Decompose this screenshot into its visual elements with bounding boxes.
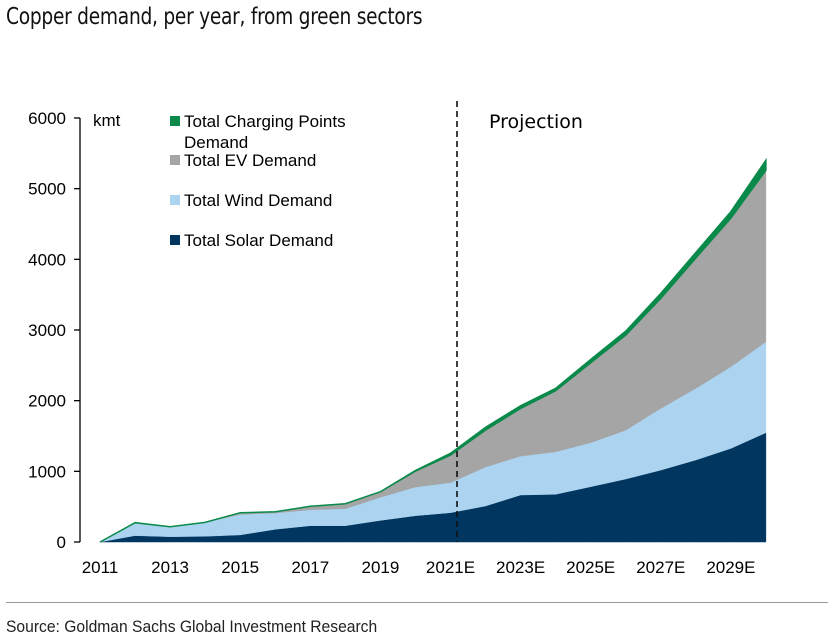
legend-item: Total Charging Points Demand [170, 112, 346, 152]
x-tick-label: 2011 [82, 558, 119, 577]
y-tick-label: 2000 [28, 392, 66, 411]
legend-swatch [170, 195, 180, 205]
legend-label: Total Wind Demand [184, 191, 332, 210]
y-tick-label: 0 [57, 533, 66, 552]
source-note: Source: Goldman Sachs Global Investment … [6, 617, 378, 636]
x-tick-label: 2017 [291, 558, 329, 577]
x-tick-label: 2013 [151, 558, 189, 577]
area-layer [99, 157, 767, 543]
divider [6, 602, 828, 603]
legend-item: Total EV Demand [170, 151, 316, 170]
x-tick-label: 2019 [361, 558, 399, 577]
y-tick-label: 5000 [28, 180, 66, 199]
legend-item: Total Solar Demand [170, 231, 333, 250]
x-tick-label: 2025E [566, 558, 615, 577]
legend-item: Total Wind Demand [170, 191, 332, 210]
y-tick-label: 1000 [28, 462, 66, 481]
x-tick-label: 2023E [496, 558, 545, 577]
legend-swatch [170, 116, 180, 126]
y-tick-label: 6000 [28, 109, 66, 128]
legend-label: Total Solar Demand [184, 231, 333, 250]
legend-label: Total EV Demand [184, 151, 316, 170]
y-tick-label: 3000 [28, 321, 66, 340]
projection-label: Projection [489, 111, 583, 133]
legend-swatch [170, 235, 180, 245]
chart-title: Copper demand, per year, from green sect… [6, 4, 423, 30]
x-tick-label: 2021E [426, 558, 475, 577]
unit-label: kmt [93, 111, 121, 130]
x-tick-label: 2027E [636, 558, 685, 577]
x-tick-label: 2029E [706, 558, 755, 577]
x-tick-label: 2015 [221, 558, 259, 577]
legend-label: Total Charging Points Demand [184, 112, 346, 152]
area-total-charging-points-demand [99, 157, 767, 543]
legend-swatch [170, 155, 180, 165]
axes: 0 1000 2000 3000 4000 5000 6000 2011 2013 2015 201… [28, 109, 755, 577]
y-tick-label: 4000 [28, 250, 66, 269]
